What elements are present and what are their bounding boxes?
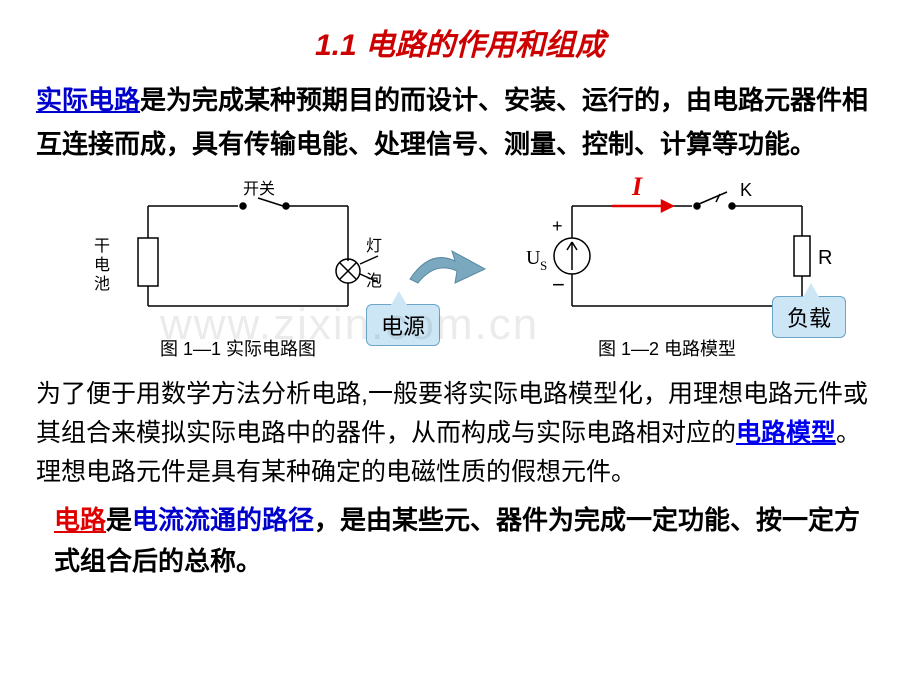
lbl-r: R (818, 247, 832, 269)
lbl-us-sub: S (540, 258, 547, 273)
caption-left: 图 1—1 实际电路图 (88, 335, 388, 361)
diagram-row: 开关 干 电 池 灯 泡 图 1—1 实际电路图 (36, 176, 884, 361)
lbl-current: I (632, 172, 642, 202)
lbl-battery1: 干 (94, 238, 110, 255)
plus-icon: + (552, 216, 563, 236)
diagram-actual: 开关 干 电 池 灯 泡 图 1—1 实际电路图 (88, 176, 388, 361)
para3-mid: 是 (106, 505, 132, 535)
lbl-k: K (740, 180, 752, 200)
link-circuit[interactable]: 电路 (54, 505, 106, 535)
paragraph-3: 电路是电流流通的路径，是由某些元、器件为完成一定功能、按一定方式组合后的总称。 (54, 500, 884, 583)
page-title: 1.1 电路的作用和组成 (36, 20, 884, 64)
lbl-lamp2: 泡 (366, 272, 382, 290)
actual-circuit-svg: 开关 干 电 池 灯 泡 (88, 176, 388, 326)
link-circuit-model[interactable]: 电路模型 (736, 419, 836, 447)
caption-right: 图 1—2 电路模型 (502, 335, 832, 361)
link-actual-circuit[interactable]: 实际电路 (36, 85, 140, 115)
callout-load: 负载 (772, 296, 846, 338)
minus-icon: − (552, 272, 565, 297)
paragraph-2: 为了便于用数学方法分析电路,一般要将实际电路模型化，用理想电路元件或其组合来模拟… (36, 375, 884, 491)
paragraph-1: 实际电路是为完成某种预期目的而设计、安装、运行的，由电路元器件相互连接而成，具有… (36, 78, 884, 166)
title-text: 1.1 电路的作用和组成 (315, 29, 605, 62)
callout-source: 电源 (366, 304, 440, 346)
para3-blue: 电流流通的路径 (132, 505, 314, 535)
transform-arrow-icon (400, 239, 490, 299)
current-arrow-icon (612, 201, 672, 211)
lbl-battery3: 池 (94, 275, 110, 293)
lbl-battery2: 电 (94, 256, 110, 274)
lbl-us: U (526, 247, 541, 269)
lbl-switch: 开关 (243, 180, 275, 198)
para1-rest: 是为完成某种预期目的而设计、安装、运行的，由电路元器件相互连接而成，具有传输电能… (36, 85, 868, 159)
lbl-lamp1: 灯 (366, 237, 382, 255)
